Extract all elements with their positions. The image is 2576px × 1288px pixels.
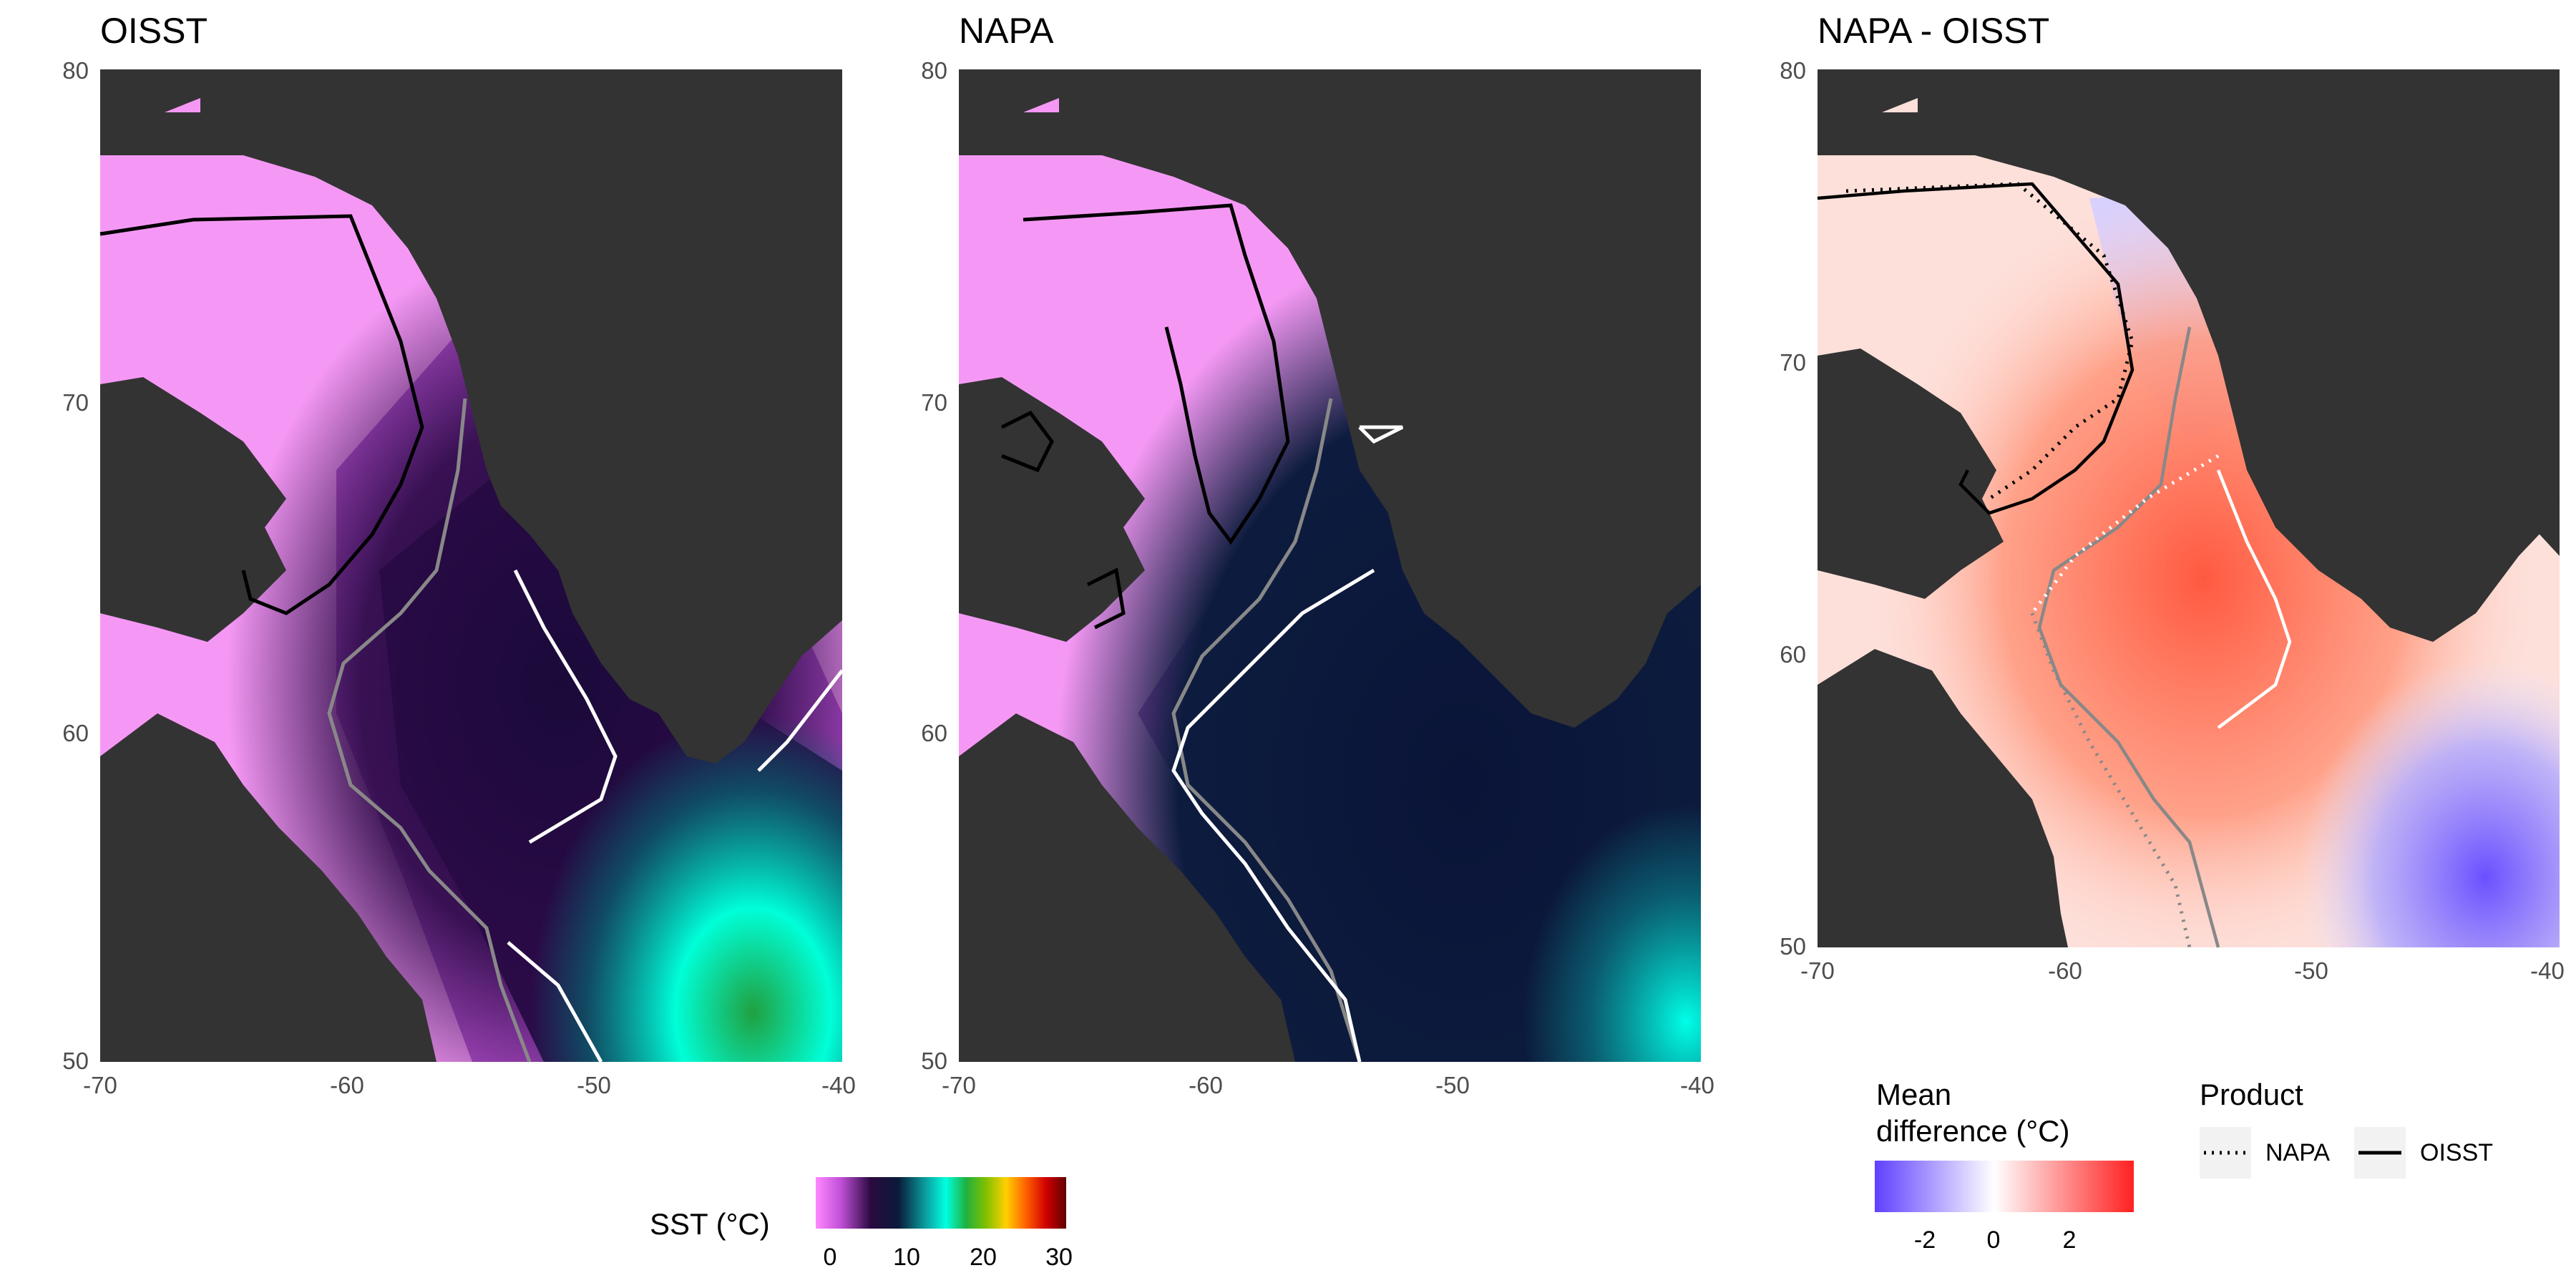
- map-diff: [1817, 69, 2560, 948]
- x-tick: -50: [577, 1072, 611, 1098]
- y-tick: 70: [921, 389, 947, 416]
- contour-black: [1023, 203, 1290, 545]
- contour-gray: [1171, 398, 1362, 1063]
- land-baffin: [100, 377, 286, 642]
- x-tick: -60: [2048, 957, 2082, 984]
- legend-diff-tick: -2: [1914, 1226, 1936, 1254]
- y-tick: 60: [1780, 641, 1806, 668]
- y-tick: 80: [1780, 57, 1806, 84]
- contour-black: [1086, 567, 1126, 630]
- x-tick: -40: [1680, 1072, 1714, 1098]
- contour-black: [1000, 410, 1054, 473]
- legend-diff-tick: 0: [1987, 1226, 2001, 1254]
- x-tick: -70: [83, 1072, 117, 1098]
- land-labrador: [1818, 649, 2068, 947]
- contour-oisst-white: [2216, 469, 2292, 729]
- legend-item-napa: NAPA: [2265, 1139, 2330, 1166]
- x-tick: -60: [330, 1072, 364, 1098]
- land-greenland: [959, 69, 1701, 728]
- legend-diff-title-1: Mean: [1876, 1078, 1951, 1111]
- contour-oisst-black: [1817, 182, 2135, 515]
- contour-napa-white: [2031, 454, 2220, 615]
- y-tick: 70: [1780, 349, 1806, 376]
- panel-napa: NAPA -70 -60 -50 -40 50 60 7: [921, 11, 1714, 1098]
- y-tick: 50: [1780, 933, 1806, 960]
- y-tick: 80: [921, 57, 947, 84]
- land-labrador: [959, 713, 1295, 1062]
- y-tick: 70: [62, 389, 89, 416]
- legend-product-title: Product: [2200, 1078, 2303, 1111]
- legend-diff-colorbar: [1875, 1161, 2134, 1212]
- legend-sst: SST (°C) 0 10 20 30: [650, 1177, 1073, 1271]
- legend-key-bg: [2200, 1127, 2251, 1179]
- legend-sst-tick: 0: [824, 1244, 837, 1271]
- legend-diff-title-2: difference (°C): [1876, 1114, 2069, 1148]
- x-axis-oisst: -70 -60 -50 -40: [83, 1072, 856, 1098]
- contour-white: [513, 569, 618, 844]
- panel-title-napa: NAPA: [959, 11, 1054, 51]
- contour-gray: [327, 398, 532, 1063]
- y-tick: 60: [921, 720, 947, 746]
- x-tick: -50: [2294, 957, 2328, 984]
- legend-item-oisst: OISST: [2420, 1139, 2493, 1166]
- y-tick: 50: [921, 1048, 947, 1074]
- x-tick: -50: [1435, 1072, 1470, 1098]
- y-axis-diff: 50 60 70 80: [1780, 57, 1806, 960]
- land-iceland-edge: [2533, 499, 2560, 556]
- x-tick: -40: [821, 1072, 856, 1098]
- y-tick: 80: [62, 57, 89, 84]
- legend-sst-tick: 30: [1045, 1244, 1073, 1271]
- land-labrador: [100, 713, 436, 1062]
- land-baffin: [1818, 348, 2004, 599]
- contour-napa-black: [1845, 182, 2135, 501]
- x-tick: -40: [2530, 957, 2565, 984]
- y-axis-napa: 50 60 70 80: [921, 57, 947, 1074]
- contour-napa-gray: [2030, 613, 2192, 948]
- map-napa: [959, 69, 1701, 1063]
- land-baffin: [959, 377, 1145, 642]
- panel-title-oisst: OISST: [100, 11, 208, 51]
- contour-white: [507, 941, 603, 1063]
- contour-white: [1171, 568, 1375, 1063]
- legend-sst-title: SST (°C): [650, 1207, 770, 1241]
- legend-product: Product NAPA OISST: [2200, 1078, 2493, 1179]
- x-tick: -70: [1800, 957, 1835, 984]
- x-axis-diff: -70 -60 -50 -40: [1800, 957, 2565, 984]
- legend-diff: Mean difference (°C) -2 0 2: [1875, 1078, 2134, 1254]
- contour-white: [757, 669, 844, 772]
- land-greenland: [100, 69, 842, 763]
- land-ellesmere: [959, 69, 1059, 112]
- y-tick: 60: [62, 720, 89, 746]
- map-oisst: [99, 69, 844, 1063]
- y-axis-oisst: 50 60 70 80: [62, 57, 89, 1074]
- x-axis-napa: -70 -60 -50 -40: [942, 1072, 1714, 1098]
- legend-sst-colorbar: [816, 1177, 1066, 1229]
- contour-white: [1358, 425, 1404, 444]
- land-greenland: [1818, 69, 2560, 642]
- panel-title-diff: NAPA - OISST: [1818, 11, 2049, 51]
- land-ellesmere: [1818, 69, 1918, 112]
- contour-black: [99, 214, 424, 615]
- panel-oisst: OISST -70 -60 -50: [62, 11, 856, 1098]
- land-ellesmere: [100, 69, 200, 112]
- panel-diff: NAPA - OISST -70 -60 -50 -40: [1780, 11, 2565, 984]
- legend-diff-tick: 2: [2063, 1226, 2077, 1254]
- contour-oisst-gray: [2037, 326, 2220, 948]
- y-tick: 50: [62, 1048, 89, 1074]
- legend-sst-tick: 10: [893, 1244, 920, 1271]
- legend-sst-tick: 20: [970, 1244, 997, 1271]
- x-tick: -60: [1189, 1072, 1223, 1098]
- x-tick: -70: [942, 1072, 976, 1098]
